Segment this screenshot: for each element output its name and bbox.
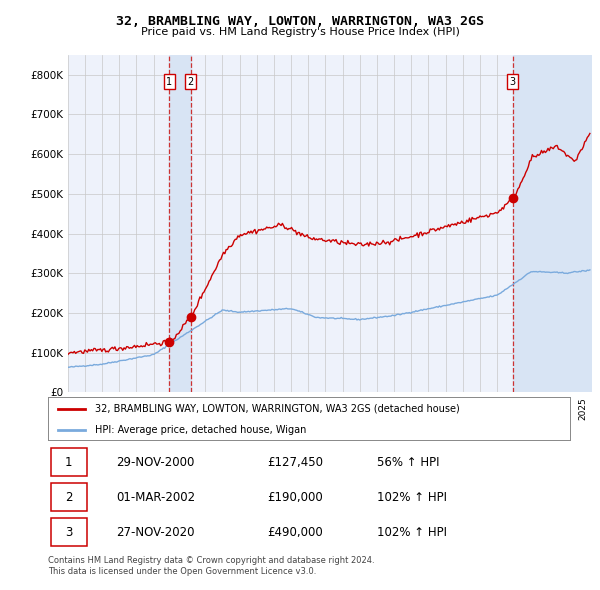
Text: 56% ↑ HPI: 56% ↑ HPI [377, 455, 439, 468]
Text: 27-NOV-2020: 27-NOV-2020 [116, 526, 194, 539]
FancyBboxPatch shape [50, 518, 87, 546]
Text: 1: 1 [166, 77, 172, 87]
Text: 102% ↑ HPI: 102% ↑ HPI [377, 490, 447, 504]
Text: £490,000: £490,000 [267, 526, 323, 539]
Text: Contains HM Land Registry data © Crown copyright and database right 2024.
This d: Contains HM Land Registry data © Crown c… [48, 556, 374, 576]
Text: 1: 1 [65, 455, 73, 468]
Text: 32, BRAMBLING WAY, LOWTON, WARRINGTON, WA3 2GS: 32, BRAMBLING WAY, LOWTON, WARRINGTON, W… [116, 15, 484, 28]
Text: 2: 2 [188, 77, 194, 87]
Text: 29-NOV-2000: 29-NOV-2000 [116, 455, 194, 468]
Text: 2: 2 [65, 490, 73, 504]
Text: 102% ↑ HPI: 102% ↑ HPI [377, 526, 447, 539]
Text: HPI: Average price, detached house, Wigan: HPI: Average price, detached house, Wiga… [95, 425, 307, 435]
Text: 3: 3 [65, 526, 73, 539]
Text: 32, BRAMBLING WAY, LOWTON, WARRINGTON, WA3 2GS (detached house): 32, BRAMBLING WAY, LOWTON, WARRINGTON, W… [95, 404, 460, 414]
Text: £190,000: £190,000 [267, 490, 323, 504]
FancyBboxPatch shape [50, 483, 87, 512]
Bar [169, 55, 191, 392]
FancyBboxPatch shape [50, 448, 87, 476]
Text: £127,450: £127,450 [267, 455, 323, 468]
Text: 01-MAR-2002: 01-MAR-2002 [116, 490, 195, 504]
Text: 3: 3 [510, 77, 516, 87]
Bar [513, 55, 592, 392]
Text: Price paid vs. HM Land Registry's House Price Index (HPI): Price paid vs. HM Land Registry's House … [140, 27, 460, 37]
